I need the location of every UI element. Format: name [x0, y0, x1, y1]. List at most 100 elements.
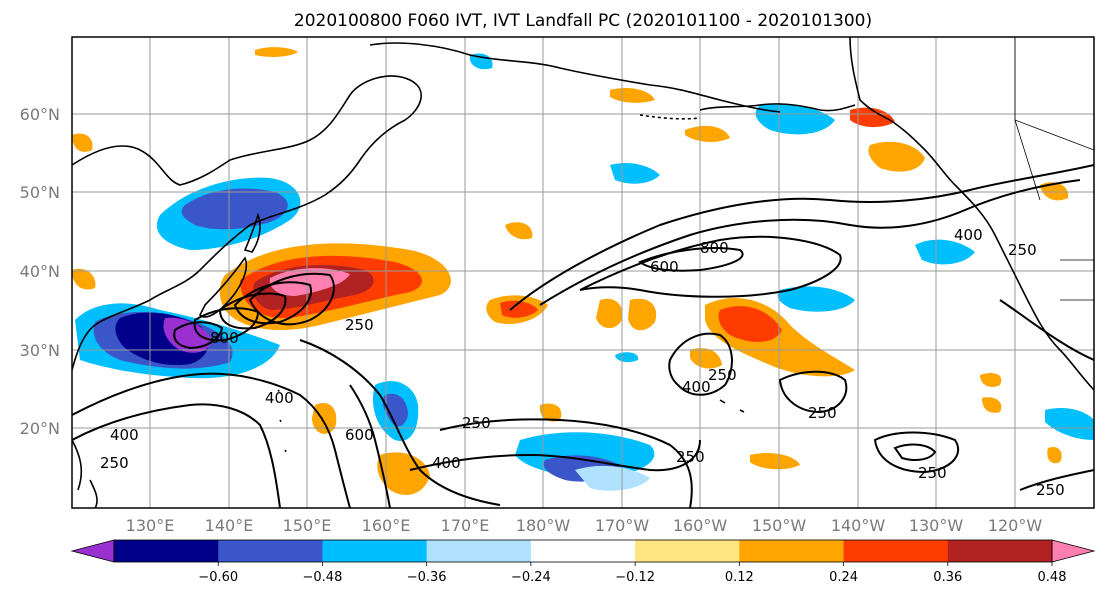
alaska-coastline: [699, 103, 856, 112]
pc-region: [1047, 446, 1062, 464]
japan-coastline: [199, 256, 247, 318]
contour-label: 250: [808, 404, 837, 422]
ivt-contour-600: [349, 384, 391, 508]
pc-region: [382, 393, 408, 427]
contour-label: 600: [650, 258, 679, 276]
ivt-contour-250: [439, 418, 693, 508]
colorbar-tick-label: 0.24: [829, 570, 858, 585]
contour-label: 800: [700, 239, 729, 257]
colorbar-segment: [739, 540, 845, 562]
bering-coastline: [369, 42, 781, 113]
pc-region: [596, 298, 623, 329]
lon-label: 170°E: [441, 516, 490, 535]
ivt-contour-250: [873, 431, 960, 474]
colorbar-segment: [635, 540, 740, 562]
ivt-contour-400: [72, 372, 351, 508]
pc-region: [850, 107, 895, 128]
contour-label: 250: [462, 414, 491, 432]
pc-region: [610, 88, 655, 103]
lat-label: 40°N: [20, 262, 60, 281]
colorbar-tick-label: 0.36: [933, 570, 962, 585]
ivt-contour-400: [233, 281, 312, 325]
map-title: 2020100800 F060 IVT, IVT Landfall PC (20…: [294, 11, 872, 31]
lon-label: 180°W: [516, 516, 571, 535]
colorbar-tick-label: −0.24: [511, 570, 551, 585]
colorbar-segment: [322, 540, 428, 562]
contour-label: 800: [210, 329, 239, 347]
map-frame: [71, 36, 1095, 509]
contour-label: 250: [708, 366, 737, 384]
political-borders: [1014, 37, 1094, 301]
contour-label: 400: [954, 226, 983, 244]
contour-label: 400: [682, 378, 711, 396]
ivt-contour-250: [893, 443, 937, 461]
pc-region: [777, 286, 855, 312]
ivt-contour-600: [579, 235, 842, 298]
marianas-islands: [277, 389, 289, 456]
pc-region: [628, 298, 657, 331]
pc-region: [181, 188, 288, 230]
lat-label: 60°N: [20, 105, 60, 124]
ivt-contour-250: [999, 299, 1094, 361]
pc-region: [1045, 408, 1094, 440]
ivt-contour-800: [173, 321, 224, 350]
colorbar-segment: [947, 540, 1053, 562]
lat-label: 30°N: [20, 341, 60, 360]
contour-label: 250: [345, 316, 374, 334]
pc-region: [500, 300, 538, 318]
lon-label: 140°E: [205, 516, 254, 535]
pc-region: [915, 239, 975, 265]
pc-region: [312, 402, 337, 434]
colorbar-segment: [114, 540, 219, 562]
longitude-labels: 130°E 140°E 150°E 160°E 170°E 180°W 170°…: [126, 516, 1043, 535]
colorbar-tick-label: −0.36: [407, 570, 447, 585]
pc-region: [163, 317, 212, 353]
pc-region: [377, 452, 430, 495]
contour-label: 250: [1008, 241, 1037, 259]
ivt-contour-600: [218, 292, 287, 330]
pc-region: [685, 125, 730, 142]
contour-label: 250: [100, 454, 129, 472]
pc-region: [868, 141, 925, 172]
lon-label: 150°E: [283, 516, 332, 535]
ivt-contour-250: [299, 339, 501, 506]
hawaii-islands: [719, 399, 745, 413]
lat-label: 50°N: [20, 183, 60, 202]
lon-label: 130°W: [909, 516, 964, 535]
ivt-contours: [72, 164, 1094, 508]
pc-region: [690, 348, 722, 369]
lon-label: 130°E: [126, 516, 175, 535]
hokkaido-coastline: [243, 212, 261, 253]
pc-region: [750, 453, 800, 470]
asia-coastline: [72, 75, 422, 371]
pc-region: [982, 397, 1002, 413]
ivt-contour-400: [539, 179, 1081, 306]
lon-label: 140°W: [831, 516, 886, 535]
lon-label: 160°W: [673, 516, 728, 535]
lon-label: 120°W: [988, 516, 1043, 535]
pc-region: [72, 268, 96, 290]
colorbar-tick-label: 0.12: [725, 570, 754, 585]
lat-label: 20°N: [20, 419, 60, 438]
positive-pc-shading: [72, 47, 1069, 495]
colorbar-segment: [843, 540, 949, 562]
colorbar-tick-label: −0.48: [303, 570, 343, 585]
colorbar-tick-label: −0.12: [615, 570, 655, 585]
contour-label: 600: [345, 426, 374, 444]
contour-label: 400: [110, 426, 139, 444]
pc-region: [505, 222, 533, 240]
lon-label: 170°W: [595, 516, 650, 535]
ivt-contour-800: [193, 307, 260, 342]
pc-region: [980, 373, 1002, 387]
colorbar-tick-label: 0.48: [1038, 570, 1067, 585]
contour-label: 400: [265, 389, 294, 407]
colorbar: −0.60 −0.48 −0.36 −0.24 −0.12 0.12 0.24 0.36 0.4…: [70, 539, 1096, 585]
ivt-contour-250: [778, 370, 848, 414]
pc-region: [718, 306, 782, 342]
pc-region: [72, 133, 93, 152]
pc-region: [255, 47, 298, 57]
pc-region: [539, 403, 562, 422]
pc-region: [615, 352, 639, 363]
map-content: 800 600 800 250 400 600 400 250 400 250 …: [72, 37, 1094, 508]
